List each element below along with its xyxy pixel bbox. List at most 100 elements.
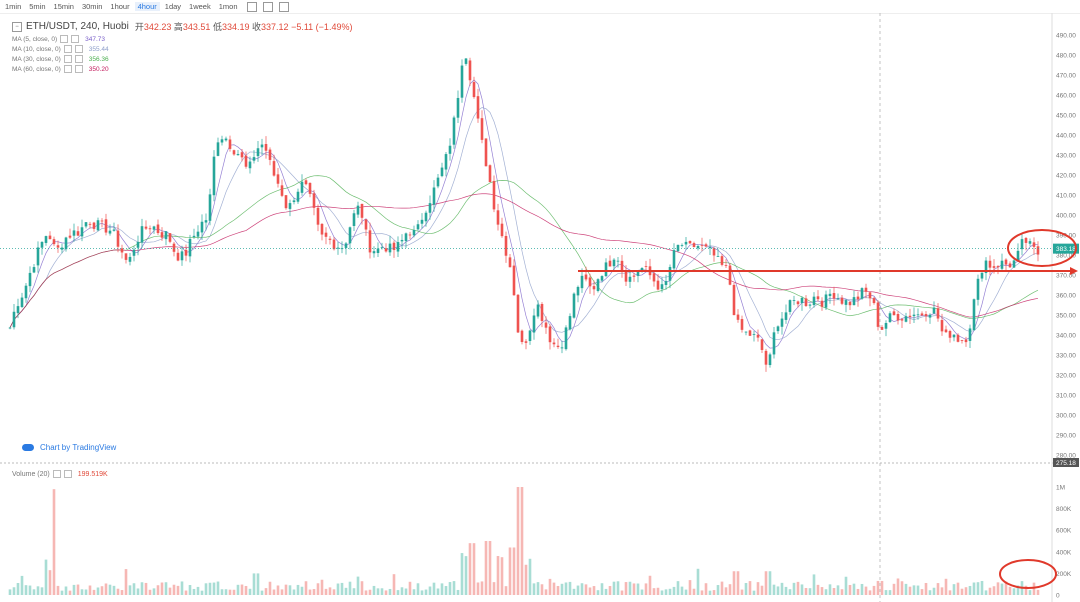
timeframe-5min[interactable]: 5min	[29, 2, 46, 11]
volume-bar	[800, 584, 804, 595]
candle-body	[972, 299, 976, 331]
candle-body	[164, 231, 168, 240]
volume-bar	[292, 589, 296, 595]
candle-body	[468, 60, 472, 81]
volume-bar	[796, 581, 800, 595]
candle-body	[688, 241, 692, 244]
open-value: 342.23	[143, 22, 172, 32]
candle-body	[956, 334, 960, 342]
volume-bar	[104, 583, 108, 595]
volume-settings-icon[interactable]	[52, 470, 61, 478]
candle-body	[212, 156, 216, 196]
volume-bar	[496, 556, 500, 595]
volume-bar	[512, 547, 516, 595]
volume-bar	[448, 582, 452, 595]
indicators-icon[interactable]	[262, 1, 273, 12]
candle-body	[416, 224, 420, 230]
timeframe-1mon[interactable]: 1mon	[218, 2, 238, 11]
candle-body	[492, 181, 496, 210]
volume-close-icon[interactable]	[63, 470, 72, 478]
ma-close-icon[interactable]	[74, 45, 83, 53]
candle-body	[200, 221, 204, 233]
volume-bar	[176, 585, 180, 595]
ma-settings-icon[interactable]	[60, 35, 69, 43]
volume-tick-label: 800K	[1056, 506, 1072, 513]
volume-bar	[228, 589, 232, 595]
ma-settings-icon[interactable]	[63, 55, 72, 63]
candle-body	[384, 248, 388, 252]
candle-body	[460, 65, 464, 98]
candle-body	[1012, 260, 1016, 268]
timeframe-15min[interactable]: 15min	[53, 2, 74, 11]
volume-bar	[936, 583, 940, 595]
volume-bar	[36, 586, 40, 595]
candle-body	[464, 58, 468, 64]
volume-bar	[108, 584, 112, 595]
volume-bar	[536, 582, 540, 595]
ma-settings-icon[interactable]	[63, 45, 72, 53]
candle-body	[88, 223, 92, 225]
candle-body	[928, 314, 932, 318]
volume-bar	[1028, 590, 1032, 595]
timeframe-1day[interactable]: 1day	[164, 2, 182, 11]
candle-body	[508, 257, 512, 268]
volume-bar	[652, 588, 656, 595]
volume-bar	[156, 585, 160, 595]
candle-body	[932, 307, 936, 314]
collapse-icon[interactable]: −	[12, 21, 22, 32]
candle-body	[348, 227, 352, 244]
candle-body	[660, 284, 664, 290]
tradingview-brand[interactable]: Chart by TradingView	[22, 443, 116, 452]
candle-body	[680, 244, 684, 246]
timeframe-30min[interactable]: 30min	[81, 2, 103, 11]
volume-tick-label: 1M	[1056, 485, 1065, 492]
ma-close-icon[interactable]	[74, 65, 83, 73]
settings-icon[interactable]	[278, 1, 289, 12]
volume-bar	[436, 588, 440, 595]
candle-body	[40, 241, 44, 248]
candle-body	[888, 313, 892, 323]
volume-bar	[196, 586, 200, 595]
candle-body	[32, 267, 36, 273]
volume-bar	[856, 588, 860, 595]
candle-body	[472, 82, 476, 98]
timeframe-1hour[interactable]: 1hour	[110, 2, 130, 11]
timeframe-1week[interactable]: 1week	[189, 2, 211, 11]
volume-bar	[792, 582, 796, 595]
candle-body	[780, 318, 784, 327]
candle-body	[624, 271, 628, 282]
volume-bar	[772, 584, 776, 595]
timeframe-1min[interactable]: 1min	[5, 2, 22, 11]
ma-close-icon[interactable]	[74, 55, 83, 63]
ma-close-icon[interactable]	[71, 35, 80, 43]
volume-bar	[252, 573, 256, 595]
volume-bar	[152, 588, 156, 595]
ma-settings-icon[interactable]	[63, 65, 72, 73]
volume-bar	[612, 581, 616, 595]
volume-bar	[68, 590, 72, 595]
volume-bar	[264, 588, 268, 595]
candle-body	[284, 195, 288, 209]
volume-bar	[836, 585, 840, 595]
volume-bar	[504, 586, 508, 595]
candle-body	[612, 259, 616, 267]
volume-bar	[296, 584, 300, 595]
volume-bar	[756, 582, 760, 595]
candle-body	[296, 191, 300, 202]
volume-bar	[832, 588, 836, 595]
volume-bar	[276, 585, 280, 595]
candle-body	[80, 227, 84, 237]
candle-body	[108, 230, 112, 234]
candle-body	[756, 334, 760, 338]
candle-body	[812, 296, 816, 306]
chart-type-icon[interactable]	[246, 1, 257, 12]
price-tick-label: 480.00	[1056, 53, 1076, 60]
volume-bar	[640, 589, 644, 595]
timeframe-4hour[interactable]: 4hour	[134, 2, 160, 11]
volume-bar	[572, 588, 576, 595]
candle-body	[132, 249, 136, 256]
candle-body	[396, 242, 400, 252]
volume-bar	[584, 584, 588, 595]
candle-body	[168, 233, 172, 242]
